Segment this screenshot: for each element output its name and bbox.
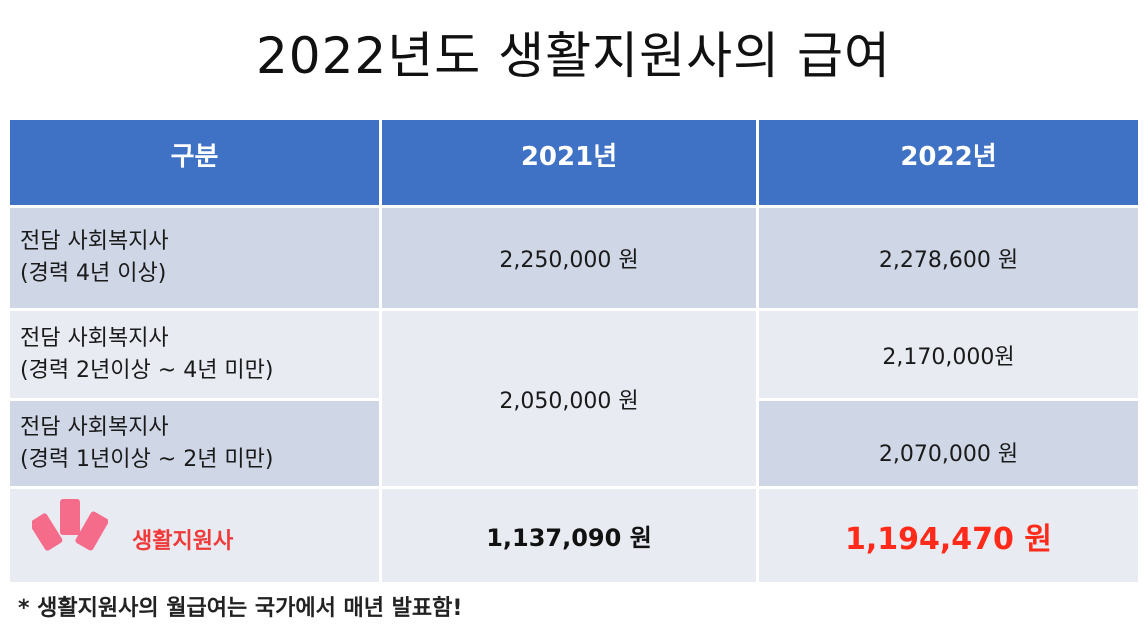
- header-2022: 2022년: [759, 120, 1138, 208]
- salary-2022-support-worker: 1,194,470 원: [759, 489, 1138, 582]
- row-label-1to2yr: 전담 사회복지사 (경력 1년이상 ~ 2년 미만): [10, 401, 382, 489]
- row-label-4yr: 전담 사회복지사 (경력 4년 이상): [10, 208, 382, 311]
- row-label-support-worker: 생활지원사: [10, 489, 382, 582]
- cards-icon: [32, 499, 108, 551]
- footnote: * 생활지원사의 월급여는 국가에서 매년 발표함!: [18, 596, 463, 621]
- salary-2022-4yr: 2,278,600 원: [759, 208, 1138, 311]
- salary-2021-support-worker: 1,137,090 원: [382, 489, 759, 582]
- page-title: 2022년도 생활지원사의 급여: [255, 27, 892, 85]
- header-2021: 2021년: [382, 120, 759, 208]
- row-label-2to4yr: 전담 사회복지사 (경력 2년이상 ~ 4년 미만): [10, 311, 382, 401]
- header-category: 구분: [10, 120, 382, 208]
- support-worker-label: 생활지원사: [132, 529, 234, 554]
- salary-2022-2to4yr: 2,170,000원: [759, 311, 1138, 401]
- salary-table: 구분 2021년 2022년 전담 사회복지사 (경력 4년 이상) 2,250…: [10, 120, 1138, 582]
- salary-2021-1to4yr: 2,050,000 원: [382, 311, 759, 489]
- salary-2022-1to2yr: 2,070,000 원: [759, 401, 1138, 489]
- salary-2021-4yr: 2,250,000 원: [382, 208, 759, 311]
